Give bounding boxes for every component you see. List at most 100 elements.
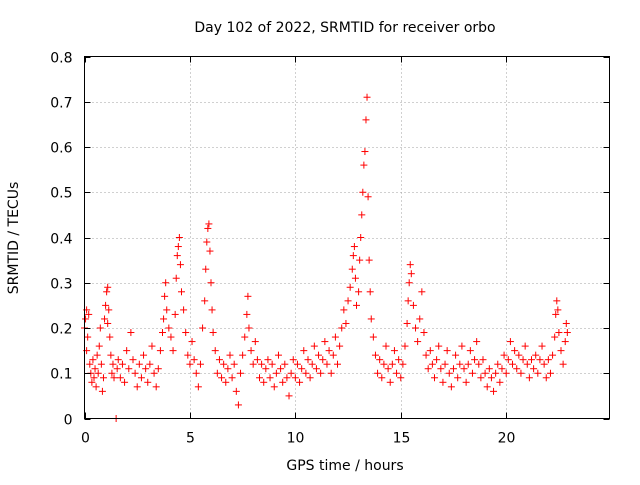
data-point (525, 374, 533, 382)
data-point (113, 365, 121, 373)
data-point (218, 374, 226, 382)
data-point (163, 306, 171, 314)
data-point (481, 369, 489, 377)
data-point (346, 283, 354, 291)
data-point (536, 356, 544, 364)
data-point (208, 306, 216, 314)
data-point (239, 351, 247, 359)
data-point (490, 387, 498, 395)
data-point (521, 342, 529, 350)
data-point (454, 374, 462, 382)
y-tick-label: 0.6 (50, 141, 72, 157)
data-point (363, 93, 371, 101)
data-point (485, 365, 493, 373)
data-point (203, 238, 211, 246)
data-point (443, 347, 451, 355)
x-tick-label: 20 (498, 431, 516, 447)
grid (84, 56, 610, 419)
data-point (121, 378, 129, 386)
data-point (84, 333, 92, 341)
data-point (441, 360, 449, 368)
data-point (447, 383, 455, 391)
data-point (213, 369, 221, 377)
y-tick-label: 0.1 (50, 367, 72, 383)
data-point (207, 279, 215, 287)
data-point (131, 369, 139, 377)
data-point (230, 360, 238, 368)
data-point (167, 333, 175, 341)
data-point (192, 369, 200, 377)
data-point (253, 356, 261, 364)
data-point (102, 301, 110, 309)
data-point (103, 288, 111, 296)
data-point (557, 347, 565, 355)
data-point (247, 347, 255, 355)
data-point (204, 224, 212, 232)
x-axis-label: GPS time / hours (286, 458, 403, 474)
data-point (437, 365, 445, 373)
data-point (348, 265, 356, 273)
data-point (209, 329, 217, 337)
data-point (492, 369, 500, 377)
data-point (464, 360, 472, 368)
data-point (449, 365, 457, 373)
data-point (287, 369, 295, 377)
data-point (220, 360, 228, 368)
data-point (350, 243, 358, 251)
data-point (190, 356, 198, 364)
data-point (156, 347, 164, 355)
data-point (374, 369, 382, 377)
x-tick-label: 5 (186, 431, 195, 447)
data-point (538, 342, 546, 350)
data-point (107, 351, 115, 359)
data-point (336, 342, 344, 350)
data-point (479, 356, 487, 364)
data-point (241, 333, 249, 341)
data-point (95, 342, 103, 350)
data-point (323, 360, 331, 368)
data-point (424, 365, 432, 373)
y-axis-label: SRMTID / TECUs (6, 182, 22, 295)
data-point (386, 378, 394, 386)
data-point (289, 356, 297, 364)
data-point (445, 369, 453, 377)
data-point (146, 360, 154, 368)
data-point (382, 342, 390, 350)
data-point (334, 360, 342, 368)
data-point (544, 356, 552, 364)
data-point (360, 161, 368, 169)
x-tick-label: 15 (393, 431, 411, 447)
data-point (312, 365, 320, 373)
data-point (175, 234, 183, 241)
data-point (369, 333, 377, 341)
data-point (364, 193, 372, 201)
data-point (180, 306, 188, 314)
y-tick-label: 0.4 (50, 232, 72, 248)
data-point (101, 315, 109, 323)
data-point (232, 387, 240, 395)
data-point (532, 351, 540, 359)
data-point (393, 369, 401, 377)
data-point (234, 401, 242, 409)
data-point (258, 360, 266, 368)
data-point (96, 324, 104, 332)
data-point (418, 288, 426, 296)
data-point (302, 369, 310, 377)
data-point (91, 365, 99, 373)
y-tick-label: 0 (64, 413, 73, 429)
data-point (184, 351, 192, 359)
data-point (172, 274, 180, 282)
data-point (500, 351, 508, 359)
data-point (272, 369, 280, 377)
data-point (431, 374, 438, 382)
data-point (401, 342, 409, 350)
data-point (563, 329, 571, 337)
data-point (523, 360, 531, 368)
y-tick-label: 0.5 (50, 186, 72, 202)
data-point (224, 365, 232, 373)
data-point (211, 347, 219, 355)
data-point (546, 369, 554, 377)
data-point (380, 360, 388, 368)
